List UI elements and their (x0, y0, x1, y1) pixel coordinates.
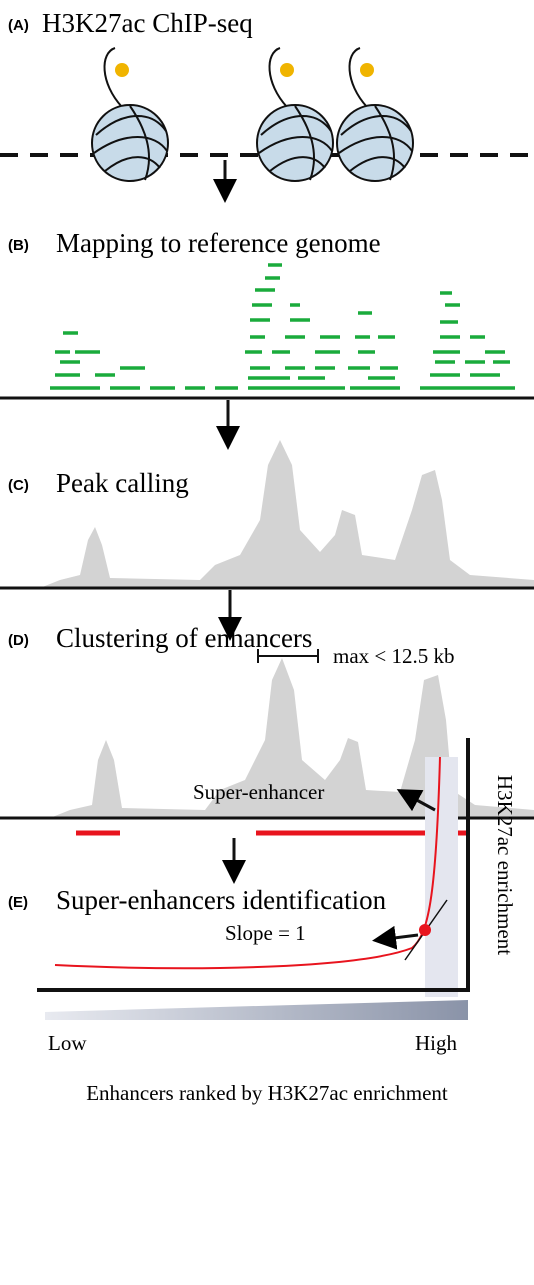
nucleosome (256, 47, 334, 182)
panel-label: (C) (8, 477, 29, 494)
panel-title: Mapping to reference genome (56, 228, 381, 258)
peaks (40, 440, 534, 588)
scale-annotation: max < 12.5 kb (333, 644, 455, 668)
panel-label: (B) (8, 237, 29, 254)
arrow (396, 789, 436, 812)
panel-label: (E) (8, 894, 28, 911)
highlight (425, 757, 458, 997)
x-axis-label: Enhancers ranked by H3K27ac enrichment (86, 1081, 448, 1105)
nucleosome (91, 47, 169, 182)
inflection-point (419, 924, 431, 936)
panel-title: Super-enhancers identification (56, 885, 387, 915)
panel-label: (D) (8, 632, 29, 649)
panel-title: H3K27ac ChIP-seq (42, 8, 253, 38)
high-label: High (415, 1031, 458, 1055)
panel-title: Clustering of enhancers (56, 623, 312, 653)
curve (54, 756, 441, 970)
slope-label: Slope = 1 (225, 921, 306, 945)
low-label: Low (48, 1031, 87, 1055)
peaks (50, 658, 534, 818)
super-enhancer-label: Super-enhancer (193, 780, 324, 804)
reads (50, 263, 515, 390)
nucleosome (336, 47, 414, 182)
gradient (45, 1000, 468, 1020)
panel-label: (A) (8, 17, 29, 34)
panel-title: Peak calling (56, 468, 189, 498)
arrow (372, 925, 419, 950)
y-axis-label: H3K27ac enrichment (493, 775, 517, 955)
